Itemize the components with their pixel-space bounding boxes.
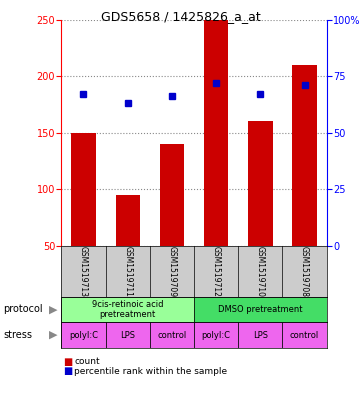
Text: ■: ■: [63, 356, 73, 367]
Text: GDS5658 / 1425826_a_at: GDS5658 / 1425826_a_at: [101, 10, 260, 23]
Text: GSM1519708: GSM1519708: [300, 246, 309, 297]
Bar: [61, 297, 194, 322]
Text: control: control: [290, 331, 319, 340]
Text: control: control: [157, 331, 187, 340]
Text: ▶: ▶: [49, 330, 57, 340]
Text: ▶: ▶: [49, 305, 57, 314]
Bar: [194, 297, 327, 322]
Bar: [248, 121, 273, 246]
Text: GSM1519711: GSM1519711: [123, 246, 132, 297]
Text: polyI:C: polyI:C: [69, 331, 98, 340]
Text: DMSO pretreatment: DMSO pretreatment: [218, 305, 303, 314]
Text: GSM1519712: GSM1519712: [212, 246, 221, 297]
Text: LPS: LPS: [120, 331, 135, 340]
Bar: [282, 322, 327, 348]
Text: GSM1519710: GSM1519710: [256, 246, 265, 297]
Bar: [204, 20, 228, 246]
Bar: [105, 322, 150, 348]
Text: GSM1519713: GSM1519713: [79, 246, 88, 297]
Text: LPS: LPS: [253, 331, 268, 340]
Text: percentile rank within the sample: percentile rank within the sample: [74, 367, 227, 376]
Bar: [116, 195, 140, 246]
Text: ■: ■: [63, 366, 73, 376]
Bar: [150, 322, 194, 348]
Bar: [71, 132, 96, 246]
Bar: [61, 322, 105, 348]
Text: GSM1519709: GSM1519709: [168, 246, 177, 297]
Bar: [160, 144, 184, 246]
Text: polyI:C: polyI:C: [202, 331, 231, 340]
Bar: [292, 65, 317, 246]
Text: protocol: protocol: [4, 305, 43, 314]
Bar: [194, 322, 238, 348]
Text: stress: stress: [4, 330, 32, 340]
Text: count: count: [74, 357, 100, 366]
Bar: [238, 322, 282, 348]
Text: 9cis-retinoic acid
pretreatment: 9cis-retinoic acid pretreatment: [92, 300, 164, 319]
